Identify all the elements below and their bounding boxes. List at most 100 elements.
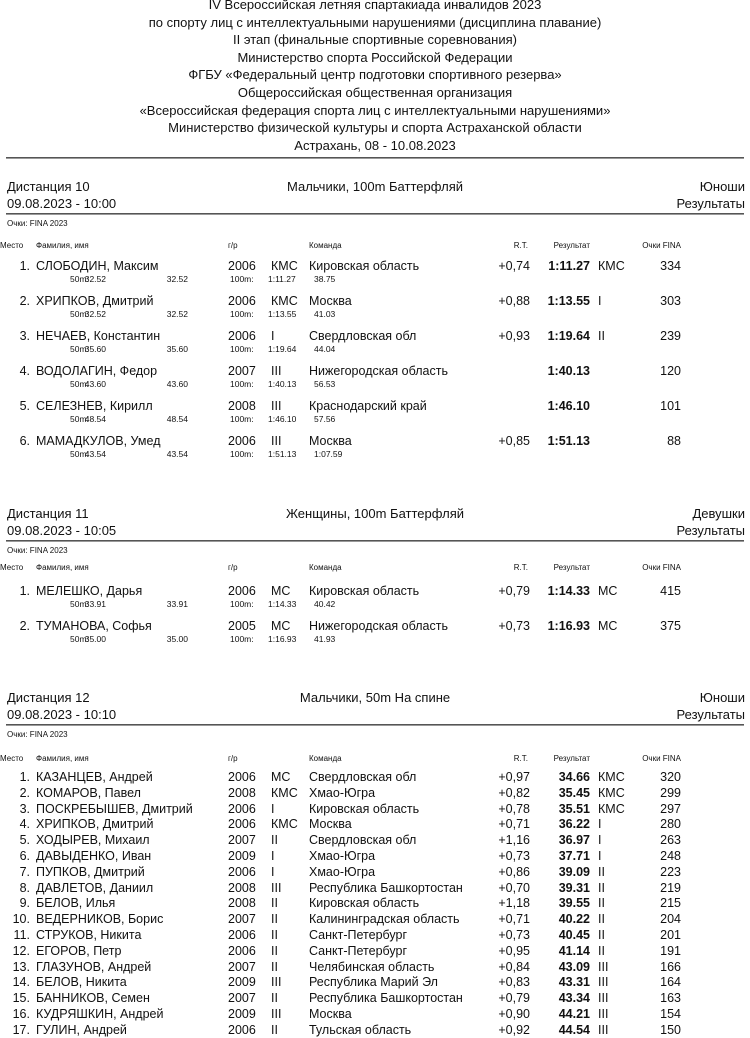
fina-points: 223 [660, 864, 681, 879]
fina-points: 297 [660, 801, 681, 816]
sport-rank: III [271, 975, 282, 990]
result-time: 1:11.27 [548, 259, 590, 273]
athlete-name: ХРИПКОВ, Дмитрий [36, 294, 154, 308]
birth-year: 2008 [228, 896, 256, 911]
col-rt: R.T. [513, 563, 528, 572]
fina-points: 88 [667, 434, 681, 448]
team: Нижегородская область [309, 619, 448, 633]
sport-rank: II [271, 833, 278, 848]
result-rank: I [598, 849, 602, 863]
team: Хмао-Югра [309, 785, 376, 800]
athlete-name: СТРУКОВ, Никита [36, 928, 142, 942]
place: 9. [19, 896, 30, 911]
birth-year: 2006 [228, 801, 256, 816]
athlete-name: КАЗАНЦЕВ, Андрей [36, 770, 153, 784]
split-lap: 38.75 [314, 274, 336, 284]
sport-rank: III [271, 880, 282, 895]
result-time: 36.97 [558, 833, 590, 848]
points-note: Очки: FINA 2023 [7, 730, 68, 739]
birth-year: 2006 [228, 434, 256, 448]
col-name: Фамилия, имя [36, 754, 89, 763]
reaction-time: +0,73 [498, 619, 530, 633]
reaction-time: +0,84 [498, 959, 530, 974]
fina-points: 204 [660, 912, 681, 927]
reaction-time: +0,73 [498, 928, 530, 942]
split-time: 1:46.10 [268, 414, 297, 424]
split-label: 100m: [230, 309, 254, 319]
athlete-name: БАННИКОВ, Семен [36, 991, 150, 1006]
birth-year: 2008 [228, 399, 256, 413]
sport-rank: КМС [271, 817, 298, 832]
reaction-time: +0,86 [498, 864, 530, 879]
sport-rank: II [271, 1022, 278, 1037]
header-line: Общероссийская общественная организация [237, 84, 513, 100]
section-divider [6, 724, 744, 726]
athlete-name: ХРИПКОВ, Дмитрий [36, 817, 154, 832]
athlete-name: ГЛАЗУНОВ, Андрей [36, 959, 152, 974]
split-lap: 44.04 [314, 344, 336, 354]
sport-rank: II [271, 959, 278, 974]
result-rank: I [598, 294, 602, 308]
team: Республика Башкортостан [309, 880, 463, 895]
header-line: Астрахань, 08 - 10.08.2023 [294, 137, 456, 153]
split-cumulative: 48.54 [166, 414, 188, 424]
reaction-time: +1,18 [498, 896, 530, 911]
col-points: Очки FINA [642, 754, 681, 763]
athlete-name: ЕГОРОВ, Петр [36, 943, 122, 958]
split-time: 32.52 [84, 309, 106, 319]
reaction-time: +0,90 [498, 1007, 530, 1021]
fina-points: 164 [660, 975, 681, 990]
sport-rank: III [271, 1007, 282, 1021]
results-label: Результаты [676, 523, 745, 538]
fina-points: 239 [660, 329, 681, 343]
birth-year: 2009 [228, 849, 256, 863]
split-label: 100m: [230, 344, 254, 354]
split-time: 43.60 [84, 379, 106, 389]
result-rank: III [598, 991, 609, 1006]
split-cumulative: 43.54 [166, 449, 188, 459]
result-rank: III [598, 959, 609, 974]
result-rank: II [598, 880, 605, 895]
result-rank: III [598, 1022, 609, 1037]
team: Свердловская обл [309, 770, 417, 784]
result-time: 43.34 [558, 991, 590, 1006]
col-place: Место [0, 754, 24, 763]
fina-points: 303 [660, 294, 681, 308]
result-rank: КМС [598, 801, 625, 816]
team: Кировская область [309, 801, 420, 816]
split-time: 33.91 [84, 599, 106, 609]
birth-year: 2009 [228, 1007, 256, 1021]
split-label: 50m: [70, 379, 89, 389]
birth-year: 2006 [228, 329, 256, 343]
athlete-name: ГУЛИН, Андрей [36, 1022, 127, 1037]
place: 11. [13, 928, 30, 942]
result-time: 1:51.13 [547, 434, 590, 448]
section-divider [6, 213, 744, 215]
sport-rank: МС [271, 584, 291, 598]
birth-year: 2005 [228, 619, 256, 633]
sport-rank: МС [271, 619, 291, 633]
result-rank: МС [598, 584, 618, 598]
fina-points: 375 [660, 619, 681, 633]
athlete-name: ВОДОЛАГИН, Федор [36, 364, 158, 378]
athlete-name: КОМАРОВ, Павел [36, 785, 141, 800]
sport-rank: II [271, 943, 278, 958]
birth-year: 2009 [228, 975, 256, 990]
fina-points: 163 [660, 991, 681, 1006]
reaction-time: +0,82 [498, 785, 530, 800]
reaction-time: +0,92 [498, 1022, 530, 1037]
result-rank: II [598, 329, 605, 343]
reaction-time: +0,73 [498, 849, 530, 863]
split-time: 1:51.13 [268, 449, 297, 459]
document-header: IV Всероссийская летняя спартакиада инва… [0, 0, 750, 154]
split-label: 100m: [230, 414, 254, 424]
result-time: 44.54 [558, 1022, 590, 1037]
result-time: 41.14 [558, 943, 590, 958]
split-cumulative: 43.60 [166, 379, 188, 389]
col-points: Очки FINA [642, 563, 681, 572]
event-title: Мальчики, 100m Баттерфляй [286, 179, 464, 194]
result-rank: III [598, 1007, 609, 1021]
result-rank: КМС [598, 785, 625, 800]
sport-rank: II [271, 912, 278, 927]
split-lap: 41.93 [314, 634, 336, 644]
